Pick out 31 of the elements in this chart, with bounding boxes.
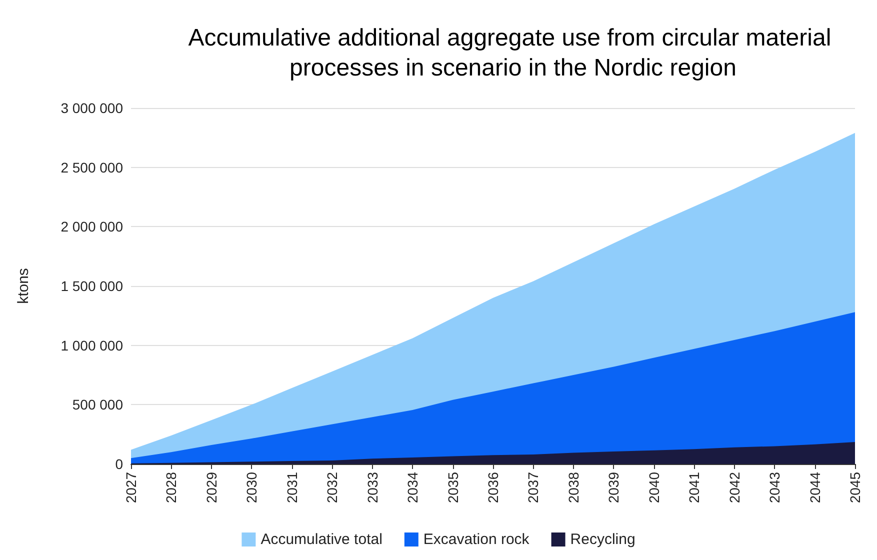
x-tick-label: 2042 [726,472,742,504]
x-tick-label: 2032 [324,472,340,504]
legend-label: Accumulative total [260,531,382,548]
x-tick-label: 2030 [244,472,260,504]
x-tick-label: 2033 [364,472,380,504]
x-tick-label: 2029 [203,472,220,504]
y-axis-title: ktons [15,268,32,304]
y-tick-label: 2 000 000 [60,218,124,235]
x-tick-label: 2031 [284,472,300,504]
x-tick-label: 2041 [686,472,702,504]
y-tick-label: 2 500 000 [60,159,124,176]
y-tick-label: 0 [115,456,124,472]
x-tick-label: 2043 [766,472,783,504]
x-tick-label: 2038 [565,472,582,504]
x-tick-label: 2039 [606,472,622,504]
y-tick-label: 1 000 000 [60,337,124,354]
x-tick-label: 2027 [123,472,139,504]
x-tick-label: 2028 [163,472,180,504]
x-tick-label: 2040 [646,472,662,504]
y-tick-label: 1 500 000 [60,278,124,294]
y-tick-label: 500 000 [72,396,124,413]
x-tick-label: 2044 [806,472,823,504]
legend-label: Excavation rock [423,531,530,548]
x-tick-label: 2036 [485,472,501,504]
x-tick-label: 2034 [404,472,421,504]
y-tick-label: 3 000 000 [60,100,124,116]
x-tick-label: 2037 [525,472,542,504]
chart-title: Accumulative additional aggregate use from circular material processes in scenario in the Nordic region [188,24,838,82]
x-tick-label: 2045 [847,472,863,504]
legend-label: Recycling [570,531,636,548]
x-tick-label: 2035 [444,472,461,504]
